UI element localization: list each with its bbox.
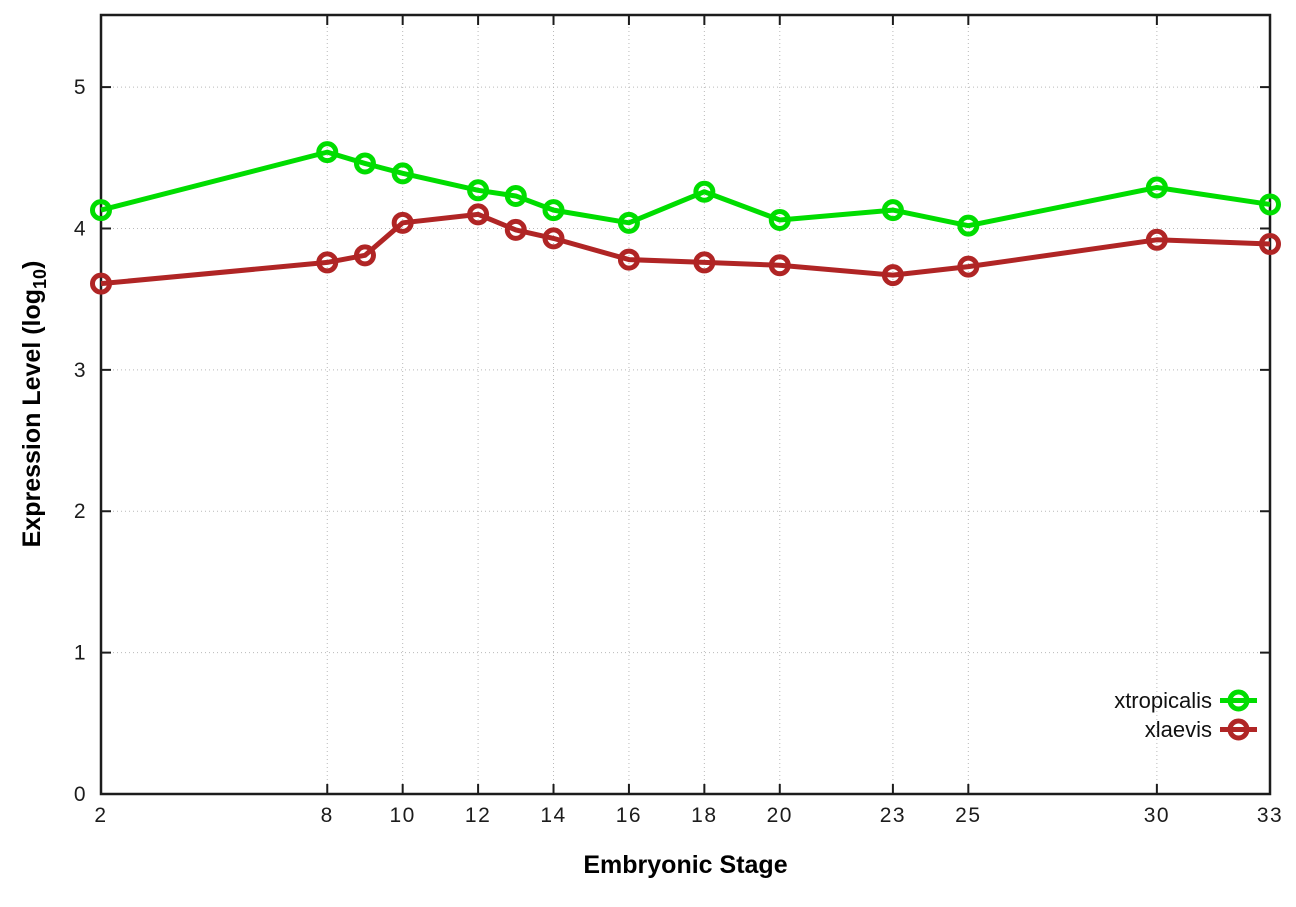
data-point-xtropicalis [467,179,490,202]
data-point-xlaevis [1259,233,1281,256]
data-point-xlaevis [316,251,339,274]
data-point-xlaevis [504,218,527,241]
legend-label-xlaevis: xlaevis [1145,717,1212,742]
data-point-xtropicalis [957,214,980,237]
y-axis-label-suffix: ) [18,260,46,269]
data-point-xtropicalis [504,184,527,207]
data-point-xlaevis [693,251,716,274]
legend-sample-marker-xlaevis [1227,718,1250,741]
series-line-xlaevis [100,211,1271,287]
x-axis-label: Embryonic Stage [583,851,788,879]
data-point-xlaevis [542,227,565,250]
data-point-xtropicalis [316,141,339,164]
data-point-xlaevis [1145,228,1168,251]
series-line-xtropicalis [100,149,1271,229]
y-tick-label: 3 [74,359,87,382]
data-point-xlaevis [768,254,791,277]
data-point-xtropicalis [617,211,640,234]
data-point-xlaevis [391,211,414,234]
legend-label-xtropicalis: xtropicalis [1114,688,1212,713]
y-tick-label: 5 [74,76,87,99]
x-tick-label: 10 [389,804,415,827]
y-tick-label: 2 [74,500,87,523]
plot-border [99,13,1272,796]
data-point-xtropicalis [542,199,565,222]
y-tick-label: 1 [74,642,87,665]
x-tick-label: 18 [691,804,717,827]
x-tick-label: 30 [1144,804,1170,827]
data-point-xtropicalis [693,180,716,203]
y-tick-label: 0 [74,783,87,806]
x-tick-label: 2 [94,804,107,827]
y-tick-label: 4 [74,217,87,240]
data-point-xlaevis [617,248,640,271]
x-tick-label: 33 [1257,804,1283,827]
data-point-xlaevis [957,255,980,278]
data-point-xtropicalis [768,209,791,231]
x-tick-label: 14 [540,804,566,827]
data-point-xlaevis [90,272,112,295]
data-point-xtropicalis [353,152,376,175]
x-tick-label: 8 [321,804,334,827]
data-point-xtropicalis [90,199,112,222]
y-axis-label-text: Expression Level (log [18,288,46,548]
data-point-xlaevis [353,244,376,267]
x-tick-label: 16 [616,804,642,827]
y-axis-label: Expression Level (log10) [18,14,54,794]
data-point-xlaevis [881,264,904,287]
x-tick-label: 25 [955,804,981,827]
legend-sample-marker-xtropicalis [1227,689,1250,712]
data-point-xtropicalis [881,199,904,222]
x-tick-label: 12 [465,804,491,827]
data-point-xtropicalis [391,162,414,185]
x-tick-label: 20 [767,804,793,827]
data-point-xtropicalis [1259,193,1281,216]
data-point-xtropicalis [1145,176,1168,199]
y-axis-label-subscript: 10 [30,268,50,289]
x-tick-label: 23 [880,804,906,827]
data-point-xlaevis [467,203,490,226]
